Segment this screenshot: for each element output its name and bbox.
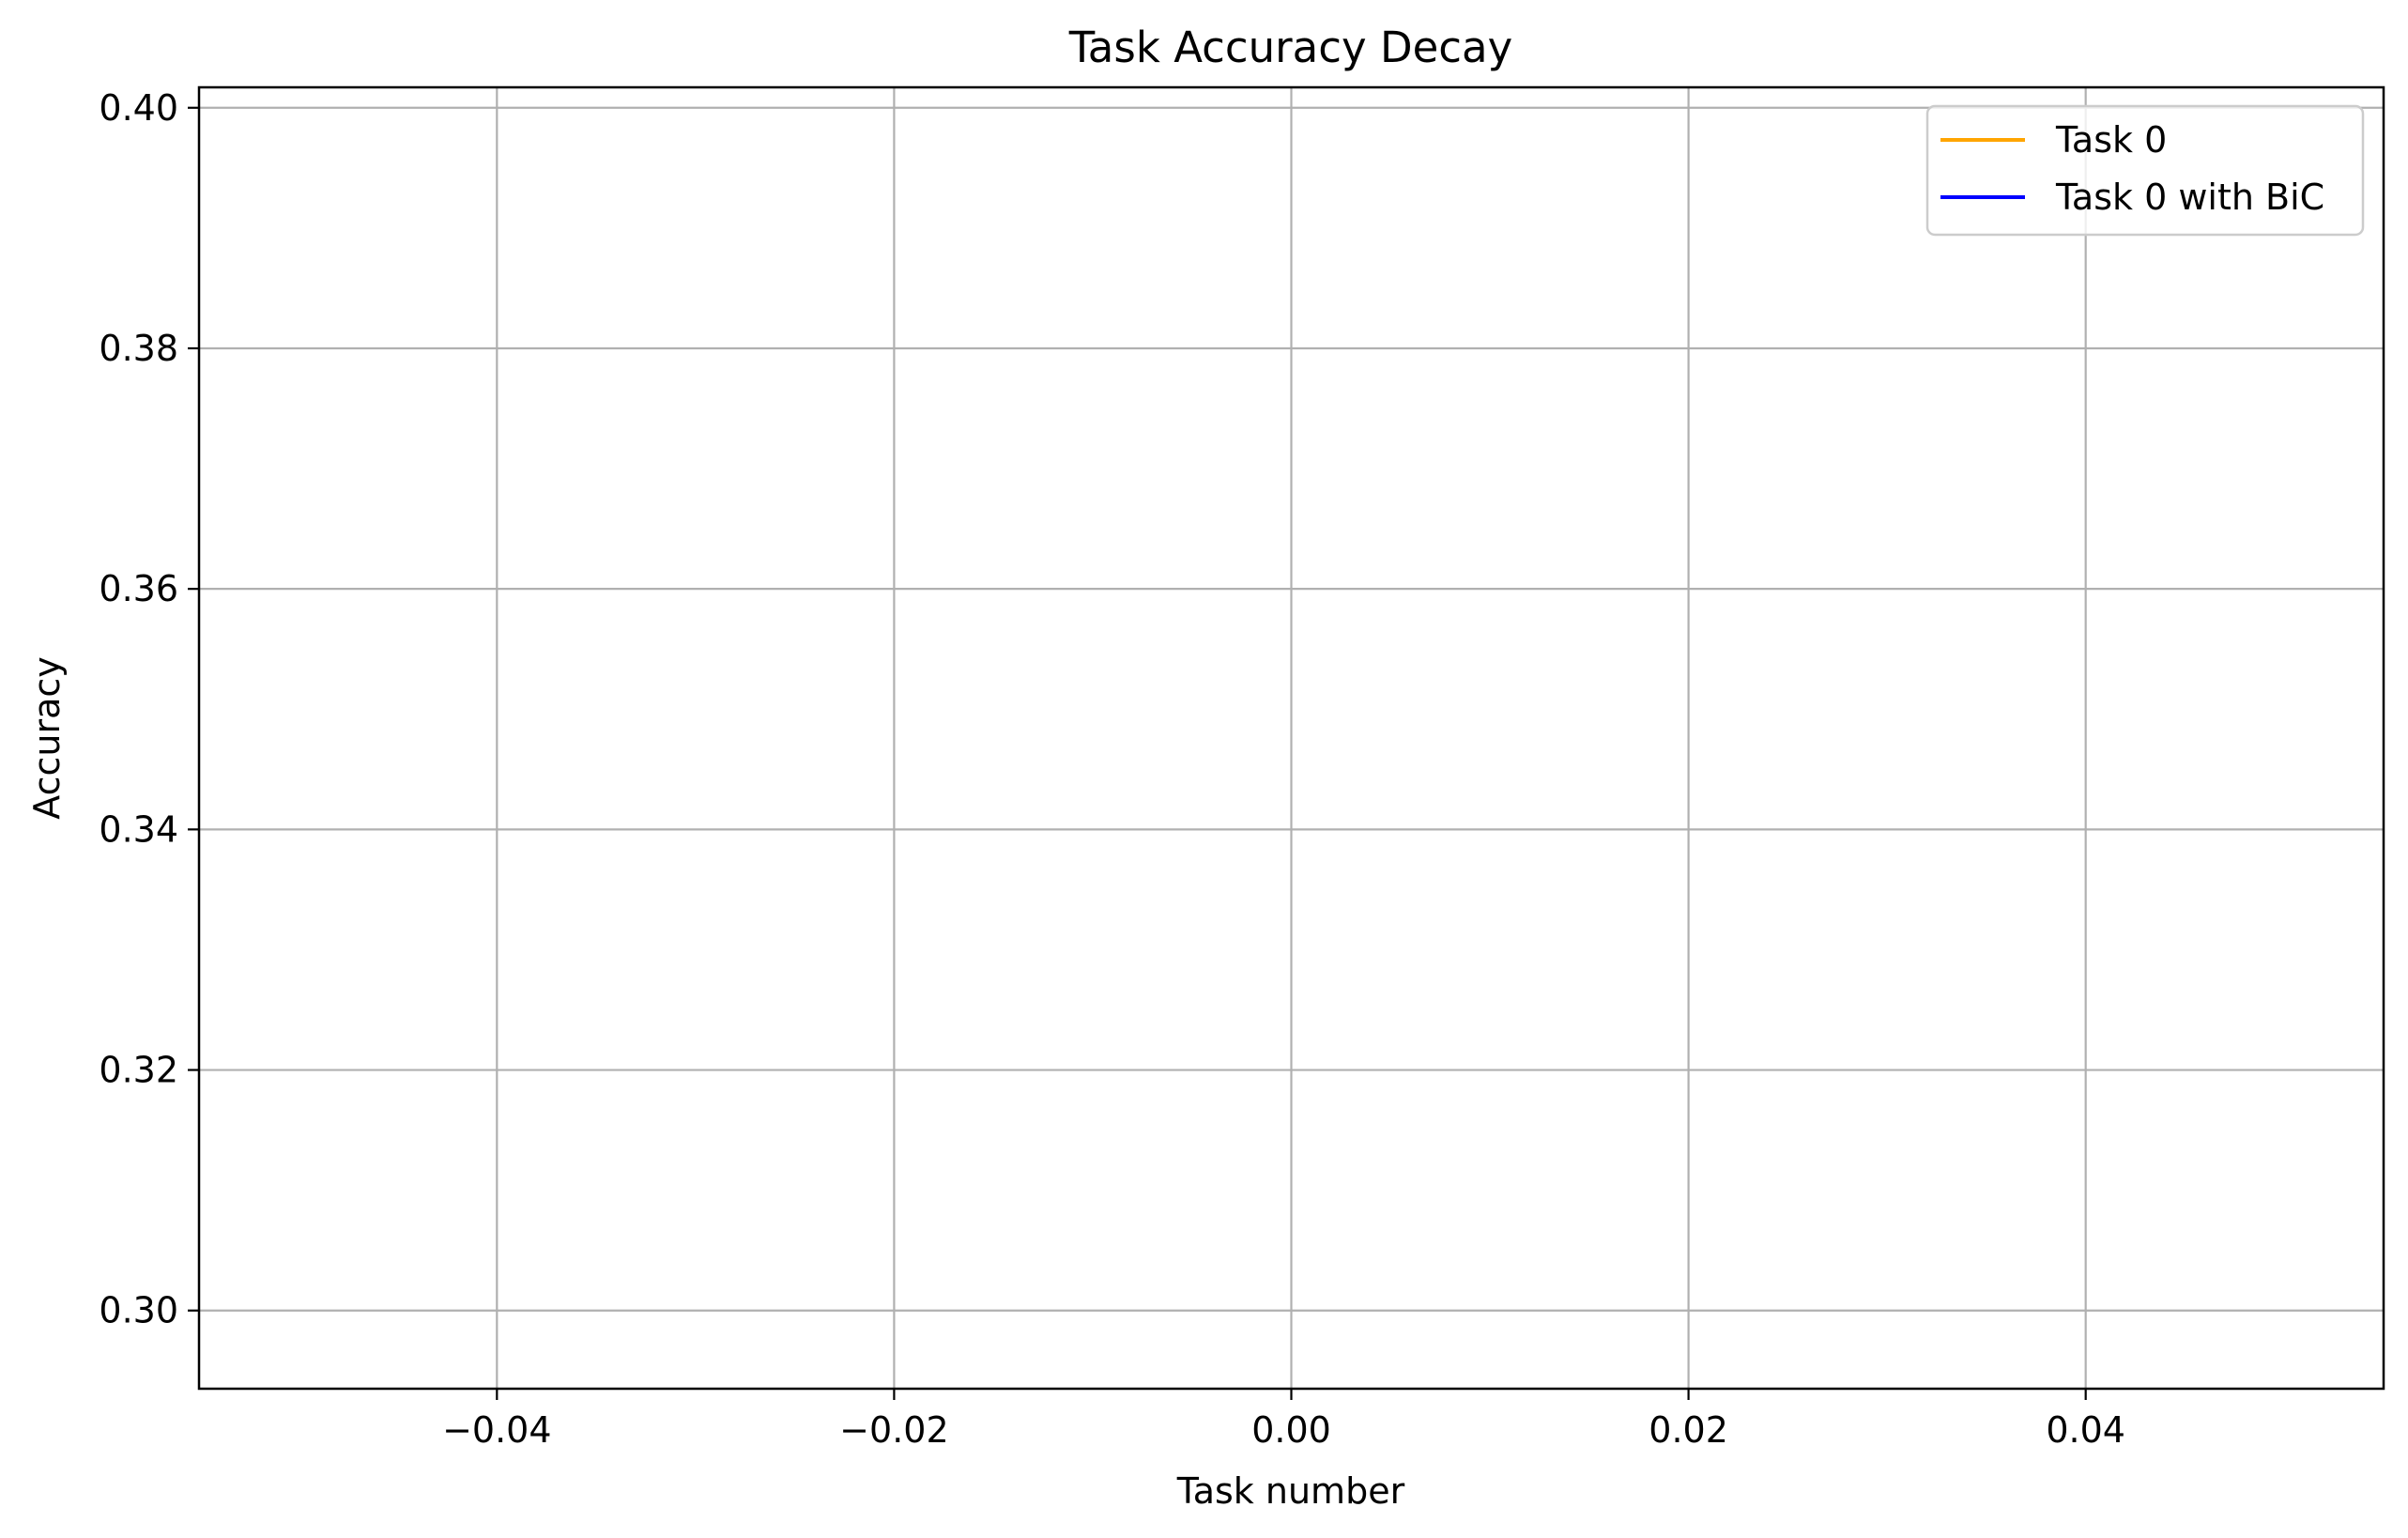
y-tick-label: 0.30 <box>99 1290 178 1331</box>
x-axis-ticks: −0.04 −0.02 0.00 0.02 0.04 <box>442 1389 2125 1451</box>
x-tick-label: −0.04 <box>442 1409 551 1451</box>
chart-title: Task Accuracy Decay <box>1068 23 1512 72</box>
x-tick-label: −0.02 <box>839 1409 948 1451</box>
y-tick-label: 0.36 <box>99 568 178 609</box>
y-axis-ticks: 0.30 0.32 0.34 0.36 0.38 0.40 <box>99 87 199 1331</box>
x-tick-label: 0.04 <box>2046 1409 2125 1451</box>
y-axis-label: Accuracy <box>26 656 68 820</box>
legend-box <box>1925 104 2365 237</box>
x-tick-label: 0.00 <box>1251 1409 1331 1451</box>
y-tick-label: 0.38 <box>99 328 178 369</box>
legend: Task 0 Task 0 with BiC <box>1925 104 2365 237</box>
y-tick-label: 0.40 <box>99 87 178 129</box>
y-tick-label: 0.34 <box>99 808 178 850</box>
x-tick-label: 0.02 <box>1649 1409 1728 1451</box>
x-axis-label: Task number <box>1176 1470 1405 1512</box>
y-tick-label: 0.32 <box>99 1050 178 1091</box>
legend-label-task-0: Task 0 <box>2055 119 2167 161</box>
legend-label-task-0-with-bic: Task 0 with BiC <box>2055 177 2324 218</box>
